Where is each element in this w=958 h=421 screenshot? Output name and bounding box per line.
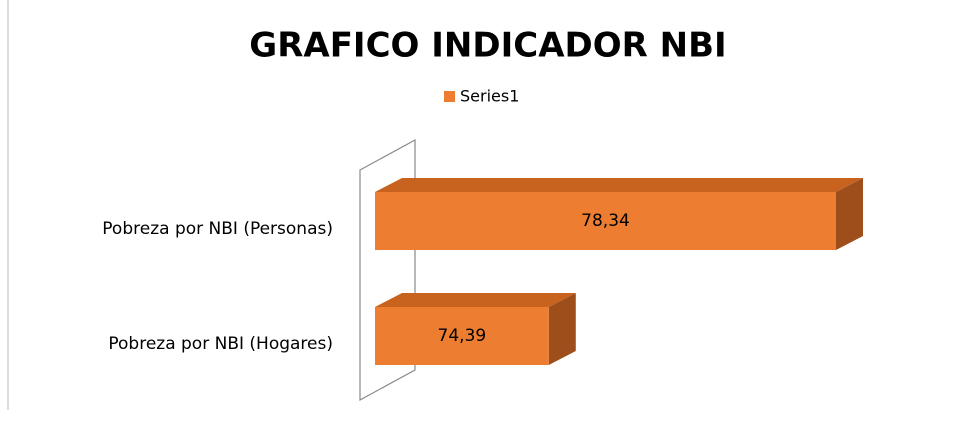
bar-front [375,307,549,365]
y-tick-label: Pobreza por NBI (Personas) [102,219,333,239]
y-tick-label: Pobreza por NBI (Hogares) [108,334,333,354]
bar-side [836,178,864,250]
bar-front [375,192,837,250]
bar-top [375,293,576,307]
bar-top [375,178,864,192]
data-label: 74,39 [438,326,487,346]
bar [375,293,576,365]
bar [375,178,864,250]
bar-side [548,293,576,365]
data-label: 78,34 [581,211,630,231]
chart-title: GRAFICO INDICADOR NBI [249,26,726,66]
legend-swatch [444,91,455,102]
legend-label: Series1 [460,87,519,106]
